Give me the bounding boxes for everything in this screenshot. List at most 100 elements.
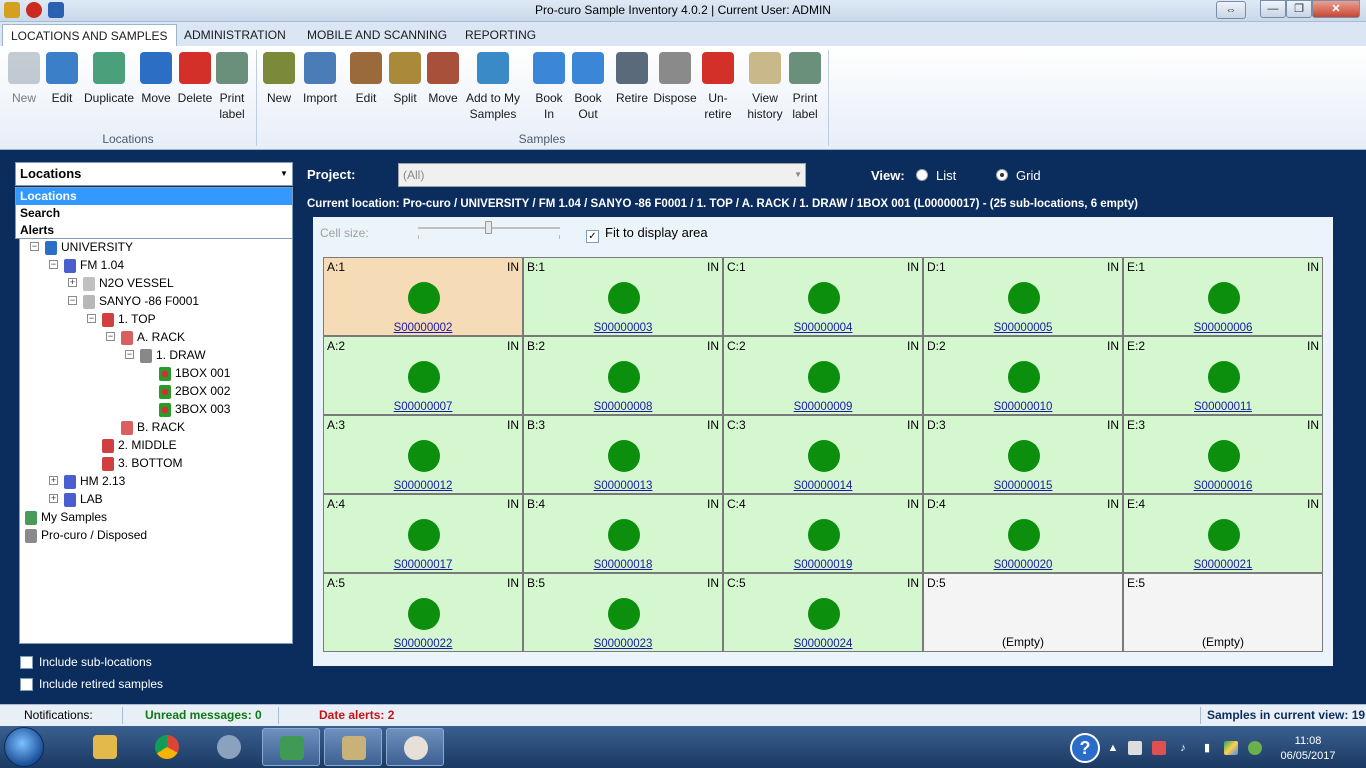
tree-node[interactable]: FM 1.04 (64, 256, 124, 274)
grid-cell[interactable]: D:5 (Empty) (923, 573, 1123, 652)
sample-dot-icon[interactable] (408, 598, 440, 630)
sample-link[interactable]: S00000019 (793, 559, 853, 571)
fit-to-display-checkbox[interactable]: ✓ Fit to display area (586, 225, 708, 243)
expand-icon[interactable]: + (49, 493, 58, 503)
sample-link[interactable]: S00000011 (1194, 401, 1252, 413)
drive-icon[interactable] (1224, 741, 1238, 755)
sample-dot-icon[interactable] (808, 361, 840, 393)
tree-node[interactable]: 1BOX 001 (159, 364, 230, 382)
maximize-button[interactable]: ❐ (1286, 0, 1312, 18)
sample-dot-icon[interactable] (808, 598, 840, 630)
grid-cell[interactable]: D:3 IN S00000015 (923, 415, 1123, 494)
tree-node[interactable]: 2BOX 002 (159, 382, 230, 400)
ribbon-view-history-button[interactable]: View history (744, 50, 786, 122)
sample-link[interactable]: S00000005 (993, 322, 1053, 334)
include-retired-checkbox[interactable]: Include retired samples (20, 677, 163, 692)
clock[interactable]: 11:08 06/05/2017 (1268, 734, 1348, 764)
radio-dot[interactable] (996, 169, 1008, 181)
tree-node[interactable]: UNIVERSITY (45, 238, 133, 256)
radio-dot[interactable] (916, 169, 928, 181)
sample-dot-icon[interactable] (1208, 282, 1240, 314)
sample-link[interactable]: S00000015 (993, 480, 1053, 492)
sync-icon[interactable] (1248, 741, 1262, 755)
volume-icon[interactable]: ♪ (1180, 742, 1186, 754)
sample-link[interactable]: S00000024 (793, 638, 853, 650)
navigator-combo[interactable]: Locations ▼ (15, 162, 293, 186)
media-taskbar-button[interactable] (386, 728, 444, 766)
view-grid-radio[interactable]: Grid (996, 168, 1041, 183)
sample-link[interactable]: S00000016 (1193, 480, 1253, 492)
procuro-taskbar-button[interactable] (262, 728, 320, 766)
sample-dot-icon[interactable] (408, 361, 440, 393)
sample-link[interactable]: S00000007 (393, 401, 453, 413)
sample-dot-icon[interactable] (608, 519, 640, 551)
ribbon-new-sample-button[interactable]: New (260, 50, 298, 106)
show-hidden-icons-icon[interactable]: ▲ (1107, 742, 1119, 754)
sample-link[interactable]: S00000023 (593, 638, 653, 650)
start-button[interactable] (4, 727, 44, 767)
sample-link[interactable]: S00000008 (593, 401, 653, 413)
ribbon-new-location-button[interactable]: New (4, 50, 44, 106)
grid-cell[interactable]: D:1 IN S00000005 (923, 257, 1123, 336)
project-select[interactable]: (All) ▼ (398, 163, 806, 187)
dropdown-option-alerts[interactable]: Alerts (20, 223, 55, 237)
dropdown-option-locations[interactable]: Locations (16, 188, 292, 205)
tree-node[interactable]: 3. BOTTOM (102, 454, 182, 472)
cell-size-slider[interactable] (418, 221, 560, 234)
sample-dot-icon[interactable] (808, 440, 840, 472)
quick-save-icon[interactable] (48, 2, 64, 18)
sample-dot-icon[interactable] (1208, 361, 1240, 393)
tree-node[interactable]: LAB (64, 490, 103, 508)
grid-cell[interactable]: B:5 IN S00000023 (523, 573, 723, 652)
sample-link[interactable]: S00000012 (393, 480, 453, 492)
ribbon-edit-location-button[interactable]: Edit (44, 50, 80, 106)
grid-cell[interactable]: C:4 IN S00000019 (723, 494, 923, 573)
device-icon[interactable] (1128, 741, 1142, 755)
sample-dot-icon[interactable] (1008, 282, 1040, 314)
explorer-taskbar-button[interactable] (76, 728, 134, 766)
ribbon-split-button[interactable]: Split (386, 50, 424, 106)
grid-cell[interactable]: A:5 IN S00000022 (323, 573, 523, 652)
sample-dot-icon[interactable] (608, 361, 640, 393)
tab-administration[interactable]: ADMINISTRATION (184, 28, 286, 42)
tree-node[interactable]: N2O VESSEL (83, 274, 174, 292)
unread-messages[interactable]: Unread messages: 0 (145, 708, 262, 722)
tree-node[interactable]: 2. MIDDLE (102, 436, 177, 454)
sample-link[interactable]: S00000010 (993, 401, 1053, 413)
collapse-icon[interactable]: − (30, 241, 39, 251)
sample-link[interactable]: S00000002 (393, 322, 453, 334)
ribbon-move-location-button[interactable]: Move (136, 50, 176, 106)
close-button[interactable]: ✕ (1312, 0, 1360, 18)
expand-icon[interactable]: + (49, 475, 58, 485)
sample-link[interactable]: S00000022 (393, 638, 453, 650)
sample-dot-icon[interactable] (408, 519, 440, 551)
ribbon-book-in-button[interactable]: Book In (530, 50, 568, 122)
sample-dot-icon[interactable] (1208, 519, 1240, 551)
sample-dot-icon[interactable] (808, 282, 840, 314)
sample-dot-icon[interactable] (1008, 440, 1040, 472)
grid-cell[interactable]: B:4 IN S00000018 (523, 494, 723, 573)
grid-cell[interactable]: C:2 IN S00000009 (723, 336, 923, 415)
tree-node[interactable]: 1. TOP (102, 310, 156, 328)
checkbox-box[interactable] (20, 656, 33, 670)
minimize-button[interactable]: — (1260, 0, 1286, 18)
grid-cell[interactable]: E:1 IN S00000006 (1123, 257, 1323, 336)
chevron-down-icon[interactable]: ▼ (280, 169, 288, 178)
grid-cell[interactable]: C:3 IN S00000014 (723, 415, 923, 494)
ribbon-unretire-button[interactable]: Un-retire (698, 50, 738, 122)
tree-node[interactable]: SANYO -86 F0001 (83, 292, 199, 310)
tool-taskbar-button[interactable] (324, 728, 382, 766)
sample-dot-icon[interactable] (408, 440, 440, 472)
tree-node[interactable]: 3BOX 003 (159, 400, 230, 418)
grid-cell[interactable]: B:1 IN S00000003 (523, 257, 723, 336)
action-center-icon[interactable] (1152, 741, 1166, 755)
ribbon-duplicate-button[interactable]: Duplicate (80, 50, 138, 106)
slider-thumb[interactable] (485, 221, 492, 234)
tree-node[interactable]: HM 2.13 (64, 472, 125, 490)
checkbox-box[interactable] (20, 678, 33, 692)
ribbon-import-button[interactable]: Import (298, 50, 342, 106)
tree-node[interactable]: B. RACK (121, 418, 185, 436)
tab-mobile-and-scanning[interactable]: MOBILE AND SCANNING (307, 28, 448, 42)
tab-reporting[interactable]: REPORTING (465, 28, 537, 42)
grid-cell[interactable]: B:3 IN S00000013 (523, 415, 723, 494)
